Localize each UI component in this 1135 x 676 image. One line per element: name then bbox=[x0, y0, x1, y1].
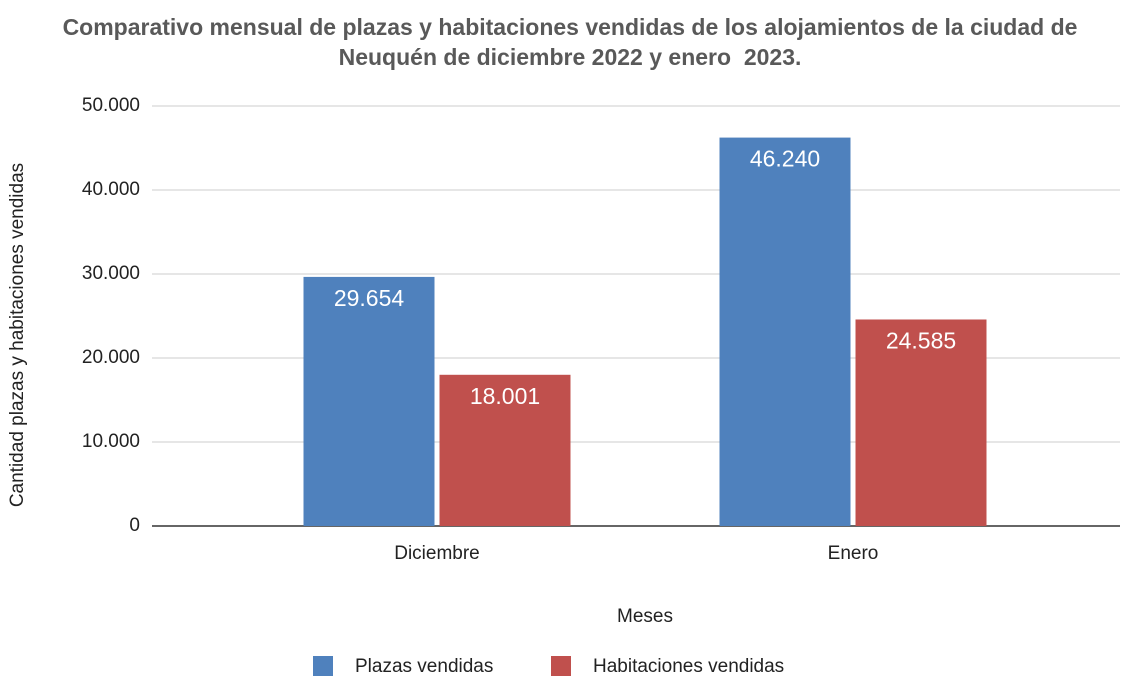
y-axis-label: Cantidad plazas y habitaciones vendidas bbox=[7, 163, 28, 507]
y-tick-label: 50.000 bbox=[82, 95, 140, 116]
bar bbox=[719, 137, 851, 527]
legend-swatch bbox=[551, 656, 571, 676]
y-tick-label: 30.000 bbox=[82, 263, 140, 284]
legend-label: Plazas vendidas bbox=[355, 656, 493, 676]
legend-swatch bbox=[313, 656, 333, 676]
bar bbox=[303, 276, 435, 526]
y-tick-label: 10.000 bbox=[82, 431, 140, 452]
chart-title: Comparativo mensual de plazas y habitaci… bbox=[62, 14, 1084, 70]
y-tick-label: 20.000 bbox=[82, 347, 140, 368]
y-tick-label: 0 bbox=[129, 515, 140, 536]
value-label: 18.001 bbox=[470, 383, 540, 409]
value-label: 24.585 bbox=[886, 328, 956, 354]
y-tick-label: 40.000 bbox=[82, 179, 140, 200]
x-axis-label: Meses bbox=[617, 606, 673, 627]
x-tick-label: Enero bbox=[828, 543, 879, 564]
value-label: 46.240 bbox=[750, 146, 820, 172]
bar bbox=[855, 319, 987, 526]
bar bbox=[439, 374, 571, 526]
value-label: 29.654 bbox=[334, 285, 405, 311]
legend-label: Habitaciones vendidas bbox=[593, 656, 784, 676]
x-tick-label: Diciembre bbox=[394, 543, 480, 564]
